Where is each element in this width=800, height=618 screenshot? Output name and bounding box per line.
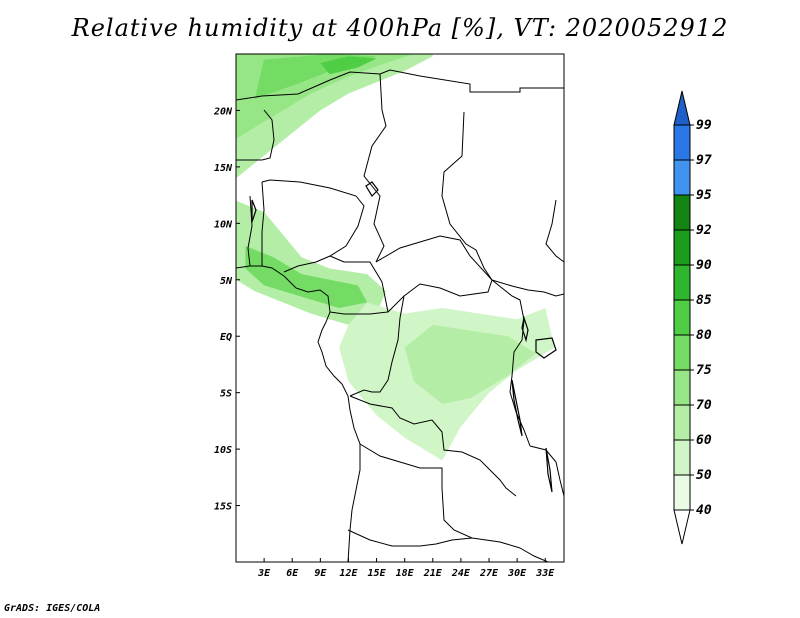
colorbar-label: 70 [696, 398, 712, 413]
colorbar-above-triangle [673, 90, 691, 126]
x-tick-label: 3E [257, 568, 271, 579]
colorbar-box [673, 299, 691, 336]
border-angola-zambia [359, 443, 521, 549]
colorbar-label: 92 [696, 223, 712, 238]
colorbar-box [673, 404, 691, 441]
colorbar-box [673, 474, 691, 511]
y-tick-label: 15S [214, 502, 232, 513]
lake-victoria [535, 337, 557, 359]
colorbar-label: 90 [696, 258, 712, 273]
x-tick-label: 30E [507, 568, 527, 579]
country-borders [236, 69, 564, 562]
x-tick-label: 12E [339, 568, 358, 579]
humidity-region [404, 324, 536, 404]
border-chad-sudan [441, 111, 493, 281]
y-tick-label: 10N [214, 219, 233, 230]
x-tick-label: 33E [535, 568, 555, 579]
border-burkina [236, 109, 275, 161]
x-tick-label: 21E [423, 568, 443, 579]
chart-title: Relative humidity at 400hPa [%], VT: 202… [71, 14, 729, 42]
lake-volta [251, 199, 257, 223]
border-nigeria [261, 179, 365, 273]
humidity-region [245, 245, 368, 308]
colorbar-box [673, 439, 691, 476]
x-tick-label: 27E [479, 568, 499, 579]
colorbar-label: 50 [696, 468, 712, 483]
border-guinea-gulf [261, 181, 265, 266]
coastline-west-africa [236, 265, 361, 562]
border-east-africa [529, 445, 564, 497]
colorbar-box [673, 229, 691, 266]
y-tick-label: 10S [214, 445, 232, 456]
x-tick-label: 15E [368, 568, 387, 579]
border-drc-east [491, 279, 531, 447]
border-drc-south [349, 395, 517, 497]
x-tick-label: 9E [314, 568, 327, 579]
x-tick-label: 18E [396, 568, 415, 579]
border-cameroon [329, 255, 389, 315]
grads-credit: GrADS: IGES/COLA [4, 603, 101, 614]
colorbar-box [673, 334, 691, 371]
x-tick-label: 6E [286, 568, 299, 579]
lake-malawi [545, 447, 553, 493]
colorbar-box [673, 124, 691, 161]
colorbar-box [673, 264, 691, 301]
border-sahara [236, 69, 564, 101]
y-tick-label: 5S [220, 389, 232, 400]
y-tick-label: 15N [214, 163, 233, 174]
colorbar-label: 95 [696, 188, 712, 203]
colorbar-box [673, 194, 691, 231]
map-frame [235, 53, 565, 563]
y-tick-label: EQ [220, 332, 232, 343]
y-tick-label: 20N [213, 106, 233, 117]
map-background [236, 54, 564, 562]
y-tick-label: 5N [220, 276, 233, 287]
colorbar-below-triangle [673, 509, 691, 545]
border-mozambique [519, 547, 549, 562]
colorbar-label: 40 [696, 503, 712, 518]
lake-albert [521, 315, 529, 343]
colorbar-box [673, 369, 691, 406]
border-angola-namibia [347, 529, 473, 547]
colorbar-label: 80 [696, 328, 712, 343]
colorbar-label: 75 [696, 363, 712, 378]
border-niger-chad [363, 73, 387, 263]
lakes [251, 181, 557, 493]
border-ethiopia [545, 199, 564, 263]
colorbar-label: 60 [696, 433, 712, 448]
colorbar-box [673, 159, 691, 196]
x-tick-label: 24E [451, 568, 471, 579]
x-axis: 3E 6E 9E 12E 15E 18E 21E 24E 27E 30E 33E [257, 558, 555, 579]
colorbar-label: 85 [696, 293, 712, 308]
y-axis: 20N 15N 10N 5N EQ 5S 10S 15S [213, 106, 240, 513]
lake-tanganyika [511, 379, 523, 437]
humidity-fill-layer [236, 54, 555, 461]
lake-chad [365, 181, 379, 197]
border-congo-drc [349, 295, 405, 397]
border-sudan-south [491, 279, 564, 297]
border-ghana [247, 195, 253, 267]
colorbar: 40 50 60 70 75 80 85 90 92 95 97 99 [673, 90, 712, 545]
colorbar-label: 97 [696, 153, 712, 168]
colorbar-label: 99 [696, 118, 712, 133]
humidity-region [320, 56, 377, 75]
